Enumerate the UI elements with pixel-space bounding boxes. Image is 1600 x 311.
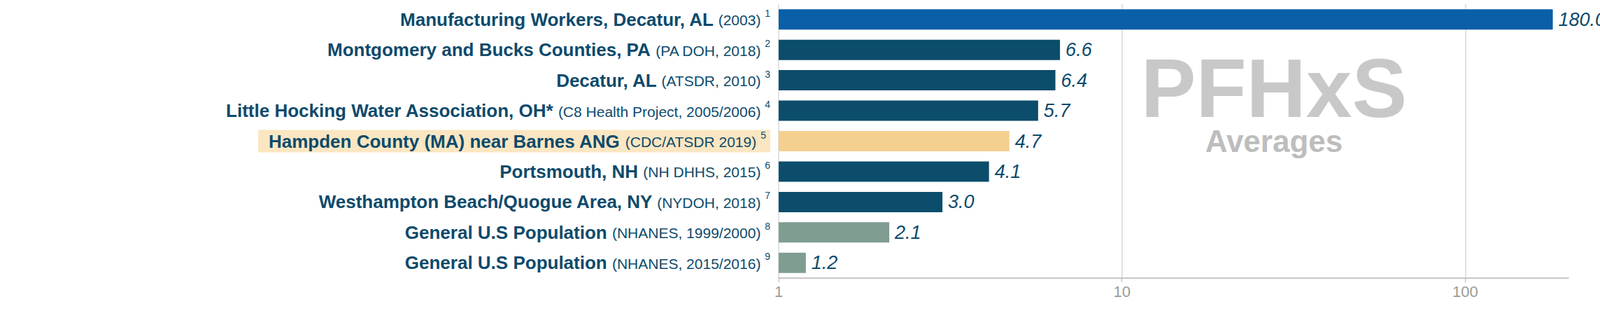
svg-text:(2003): (2003) [718,11,766,28]
svg-text:(PA DOH, 2018): (PA DOH, 2018) [655,42,765,59]
svg-text:5: 5 [760,129,767,141]
svg-text:PFHxS: PFHxS [1141,41,1407,135]
svg-text:6.4: 6.4 [1061,69,1088,91]
svg-text:4.7: 4.7 [1015,130,1043,152]
svg-text:9: 9 [764,250,771,262]
svg-text:(NHANES, 2015/2016): (NHANES, 2015/2016) [612,255,765,272]
svg-text:2: 2 [764,37,771,49]
svg-text:4: 4 [764,98,771,110]
svg-text:6.6: 6.6 [1065,39,1093,61]
svg-text:(NH DHHS, 2015): (NH DHHS, 2015) [642,163,765,180]
svg-text:Hampden County (MA) near Barne: Hampden County (MA) near Barnes ANG [268,130,620,152]
svg-text:1: 1 [774,282,783,301]
svg-text:General U.S Population: General U.S Population [405,251,613,273]
svg-text:180.0: 180.0 [1558,9,1600,31]
svg-text:Westhampton Beach/Quogue Area,: Westhampton Beach/Quogue Area, NY [319,190,658,212]
svg-text:Manufacturing Workers, Decatur: Manufacturing Workers, Decatur, AL [400,9,719,31]
svg-text:4.1: 4.1 [994,160,1022,182]
svg-text:(NYDOH, 2018): (NYDOH, 2018) [656,194,765,211]
svg-text:6: 6 [764,159,771,171]
svg-text:(CDC/ATSDR 2019): (CDC/ATSDR 2019) [625,133,757,150]
svg-text:General U.S Population: General U.S Population [405,221,613,243]
svg-text:(C8 Health Project, 2005/2006): (C8 Health Project, 2005/2006) [558,103,765,120]
svg-text:7: 7 [764,189,771,201]
svg-text:1.2: 1.2 [811,251,839,273]
svg-text:10: 10 [1113,282,1130,301]
svg-text:1: 1 [764,7,771,19]
svg-text:3.0: 3.0 [947,190,975,212]
svg-text:Little Hocking Water Associati: Little Hocking Water Association, OH* [225,100,559,122]
svg-text:Decatur, AL: Decatur, AL [556,69,662,91]
svg-text:5.7: 5.7 [1043,100,1072,122]
svg-text:8: 8 [764,220,771,232]
svg-text:2.1: 2.1 [894,221,922,243]
svg-text:(ATSDR, 2010): (ATSDR, 2010) [661,72,765,89]
svg-text:Montgomery and Bucks Counties,: Montgomery and Bucks Counties, PA [327,39,655,61]
svg-text:Averages: Averages [1205,123,1344,159]
svg-text:Portsmouth, NH: Portsmouth, NH [499,160,643,182]
svg-text:100: 100 [1452,282,1479,301]
svg-text:(NHANES, 1999/2000): (NHANES, 1999/2000) [612,224,765,241]
svg-text:3: 3 [764,68,771,80]
